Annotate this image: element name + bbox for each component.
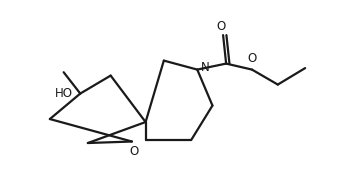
Text: O: O: [247, 52, 257, 65]
Text: O: O: [130, 145, 139, 158]
Text: HO: HO: [55, 87, 73, 100]
Text: N: N: [201, 61, 210, 74]
Text: O: O: [216, 20, 225, 33]
